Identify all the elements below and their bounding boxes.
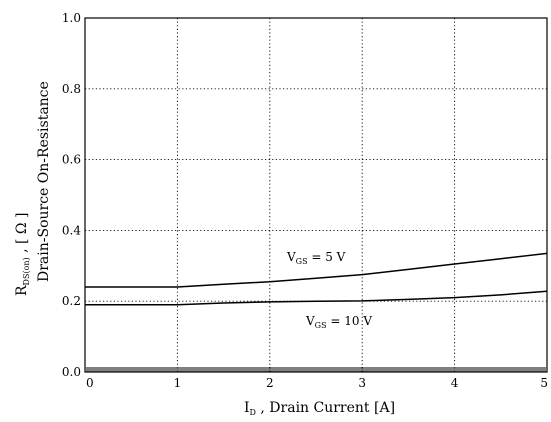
series-label-vgs-10v-sub: GS xyxy=(315,321,327,330)
y-tick-label: 0.2 xyxy=(62,294,81,308)
y-tick-label: 0.8 xyxy=(62,82,81,96)
y-axis-title-unit: , [ Ω ] xyxy=(14,213,30,258)
x-axis-title-symbol: I xyxy=(244,400,250,416)
x-tick-label: 2 xyxy=(266,376,274,390)
y-tick-labels: 0.0 0.2 0.4 0.6 0.8 1.0 xyxy=(62,11,81,379)
grid-layer xyxy=(85,18,547,372)
series-label-vgs-5v-symbol: V xyxy=(286,250,296,264)
x-tick-label: 1 xyxy=(174,376,182,390)
x-axis-title-text: , Drain Current [A] xyxy=(256,400,395,416)
series-layer xyxy=(85,252,548,306)
series-label-vgs-5v-sub: GS xyxy=(296,257,308,266)
y-axis-title-symbol: R xyxy=(14,285,30,296)
series-line-1 xyxy=(85,290,548,306)
plot-frame xyxy=(84,17,548,373)
y-tick-label: 0.0 xyxy=(62,365,81,379)
series-label-vgs-10v-text: = 10 V xyxy=(327,314,373,328)
x-tick-labels: 0 1 2 3 4 5 xyxy=(86,376,548,390)
series-line-0 xyxy=(85,252,548,288)
x-axis-title-sub: D xyxy=(250,408,256,417)
x-tick-label: 5 xyxy=(540,376,548,390)
series-label-vgs-5v-text: = 5 V xyxy=(308,250,346,264)
y-tick-label: 1.0 xyxy=(62,11,81,25)
series-label-vgs-10v: VGS = 10 V xyxy=(305,314,372,330)
y-axis-title-line1: RDS(on) , [ Ω ] xyxy=(14,213,31,296)
x-axis-title: ID , Drain Current [A] xyxy=(244,400,395,417)
series-label-vgs-5v: VGS = 5 V xyxy=(286,250,346,266)
x-tick-label: 3 xyxy=(358,376,366,390)
y-axis-title-sub: DS(on) xyxy=(22,257,31,285)
x-tick-label: 0 xyxy=(86,376,94,390)
y-axis-title-line2: Drain-Source On-Resistance xyxy=(36,81,52,282)
series-label-vgs-10v-symbol: V xyxy=(305,314,315,328)
y-tick-label: 0.6 xyxy=(62,153,81,167)
y-tick-label: 0.4 xyxy=(62,223,81,237)
x-minor-ticks xyxy=(84,367,548,372)
x-tick-label: 4 xyxy=(451,376,459,390)
